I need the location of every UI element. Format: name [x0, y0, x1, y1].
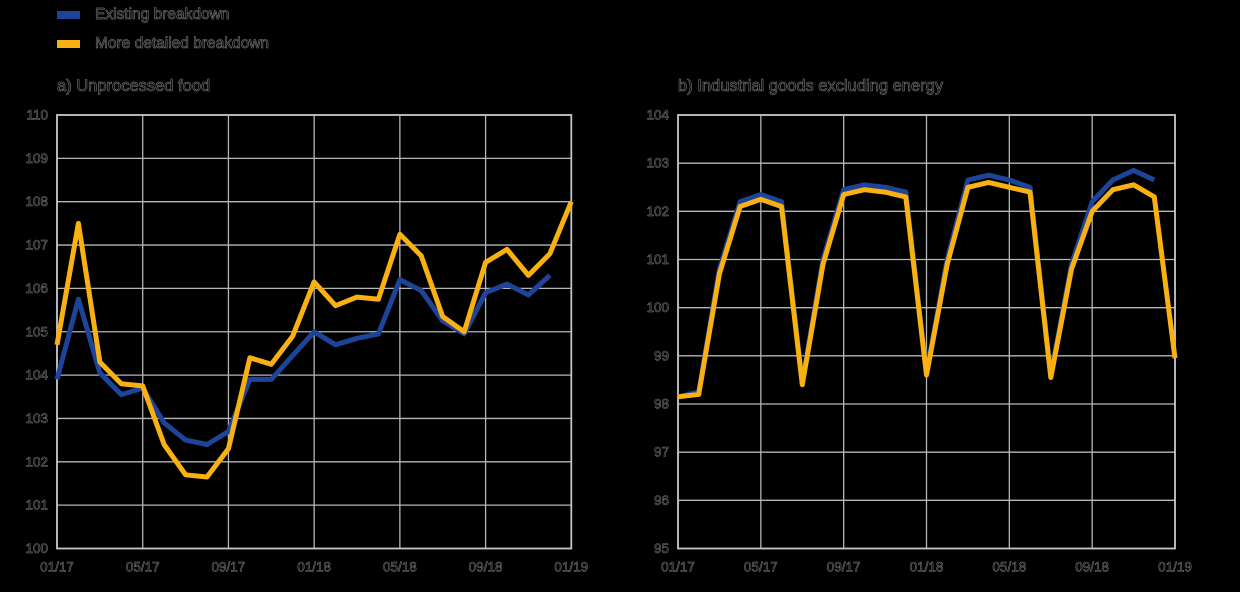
legend: Existing breakdown More detailed breakdo… — [57, 4, 269, 62]
y-tick-label: 110 — [26, 108, 48, 123]
y-tick-label: 101 — [646, 252, 669, 267]
x-tick-label: 01/17 — [661, 560, 695, 575]
series-line-more-detailed-breakdown — [54, 200, 574, 480]
y-tick-label: 109 — [25, 151, 48, 166]
y-tick-label: 95 — [654, 541, 669, 556]
x-tick-label: 09/17 — [212, 560, 246, 575]
y-tick-label: 102 — [646, 204, 669, 219]
x-tick-label: 05/17 — [126, 560, 160, 575]
y-tick-label: 99 — [654, 348, 669, 363]
x-tick-label: 05/18 — [992, 560, 1026, 575]
legend-swatch-existing-breakdown — [57, 11, 80, 19]
legend-label-existing-breakdown: Existing breakdown — [95, 6, 230, 24]
y-tick-label: 100 — [25, 541, 48, 556]
y-tick-label: 107 — [25, 238, 48, 253]
y-tick-label: 101 — [25, 498, 48, 513]
x-tick-label: 01/17 — [40, 560, 74, 575]
y-tick-label: 103 — [25, 411, 48, 426]
y-tick-label: 98 — [654, 397, 669, 412]
y-tick-label: 96 — [654, 493, 669, 508]
series-line-more-detailed-breakdown — [677, 179, 1178, 400]
y-tick-label: 108 — [25, 194, 48, 209]
panel-a-title: a) Unprocessed food — [57, 77, 211, 96]
legend-label-more-detailed-breakdown: More detailed breakdown — [95, 35, 270, 53]
x-tick-label: 01/19 — [554, 560, 588, 575]
y-tick-label: 106 — [25, 281, 48, 296]
y-tick-label: 104 — [646, 108, 669, 123]
x-tick-label: 01/19 — [1158, 560, 1192, 575]
y-tick-label: 100 — [646, 300, 669, 315]
y-tick-label: 103 — [646, 156, 669, 171]
y-tick-label: 105 — [25, 324, 48, 339]
x-tick-label: 01/18 — [910, 560, 944, 575]
x-tick-label: 09/17 — [827, 560, 861, 575]
y-tick-label: 97 — [654, 445, 669, 460]
legend-swatch-more-detailed-breakdown — [57, 40, 80, 48]
x-tick-label: 05/17 — [744, 560, 778, 575]
x-tick-label: 01/18 — [297, 560, 331, 575]
plot-border — [677, 114, 1176, 550]
legend-item-existing-breakdown: Existing breakdown — [57, 4, 269, 26]
y-tick-label: 102 — [25, 454, 48, 469]
y-tick-label: 104 — [25, 368, 48, 383]
x-tick-label: 09/18 — [469, 560, 503, 575]
x-tick-label: 05/18 — [383, 560, 417, 575]
legend-item-more-detailed-breakdown: More detailed breakdown — [57, 33, 269, 55]
x-tick-label: 09/18 — [1075, 560, 1109, 575]
panel-b-title: b) Industrial goods excluding energy — [678, 77, 944, 96]
